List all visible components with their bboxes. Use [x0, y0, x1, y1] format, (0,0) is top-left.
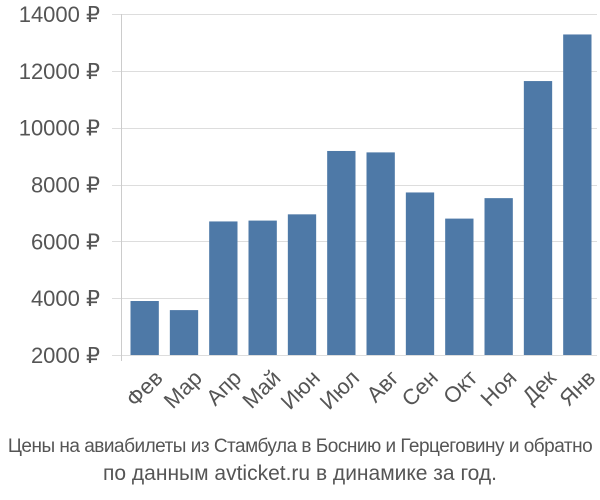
bar-12: [563, 34, 592, 356]
x-category-label: Апр: [201, 365, 246, 410]
y-tick-label: 8000 ₽: [31, 173, 100, 198]
bar-5: [287, 214, 317, 355]
bar-3: [209, 221, 238, 355]
y-tick-label: 2000 ₽: [31, 343, 100, 368]
bar-11: [523, 81, 553, 356]
bar-4: [248, 220, 277, 355]
y-axis-tick-labels: 2000 ₽ 4000 ₽ 6000 ₽ 8000 ₽ 10000 ₽ 12000 ₽ 14…: [19, 2, 100, 368]
x-category-label: Мар: [159, 365, 207, 413]
y-tick-label: 4000 ₽: [31, 286, 100, 311]
x-category-label: Июл: [315, 365, 364, 414]
bar-chart: 2000 ₽ 4000 ₽ 6000 ₽ 8000 ₽ 10000 ₽ 12000 ₽ 14…: [19, 2, 600, 415]
x-category-label: Сен: [397, 365, 443, 411]
y-tick-label: 10000 ₽: [19, 116, 100, 141]
y-tick-label: 12000 ₽: [19, 59, 100, 84]
x-category-label: Ноя: [476, 365, 522, 411]
y-tick-label: 14000 ₽: [19, 2, 100, 27]
y-tick-label: 6000 ₽: [31, 229, 100, 254]
x-category-label: Янв: [554, 365, 600, 411]
bar-10: [484, 198, 513, 355]
chart-caption-line-1: Цены на авиабилеты из Стамбула в Боснию …: [7, 436, 593, 457]
bar-1: [130, 301, 159, 355]
x-category-label: Фев: [121, 365, 167, 411]
x-category-label: Май: [237, 365, 285, 413]
bar-8: [405, 192, 435, 355]
bar-9: [445, 218, 474, 355]
x-category-label: Июн: [276, 365, 325, 414]
bar-7: [366, 152, 395, 355]
bars: [130, 34, 592, 356]
chart-caption-line-2: по данным avticket.ru в динамике за год.: [103, 462, 497, 485]
x-category-label: Окт: [438, 365, 482, 409]
bar-2: [169, 310, 199, 355]
bar-6: [327, 150, 356, 355]
x-category-label: Авг: [362, 365, 404, 407]
x-category-label: Дек: [517, 365, 561, 409]
